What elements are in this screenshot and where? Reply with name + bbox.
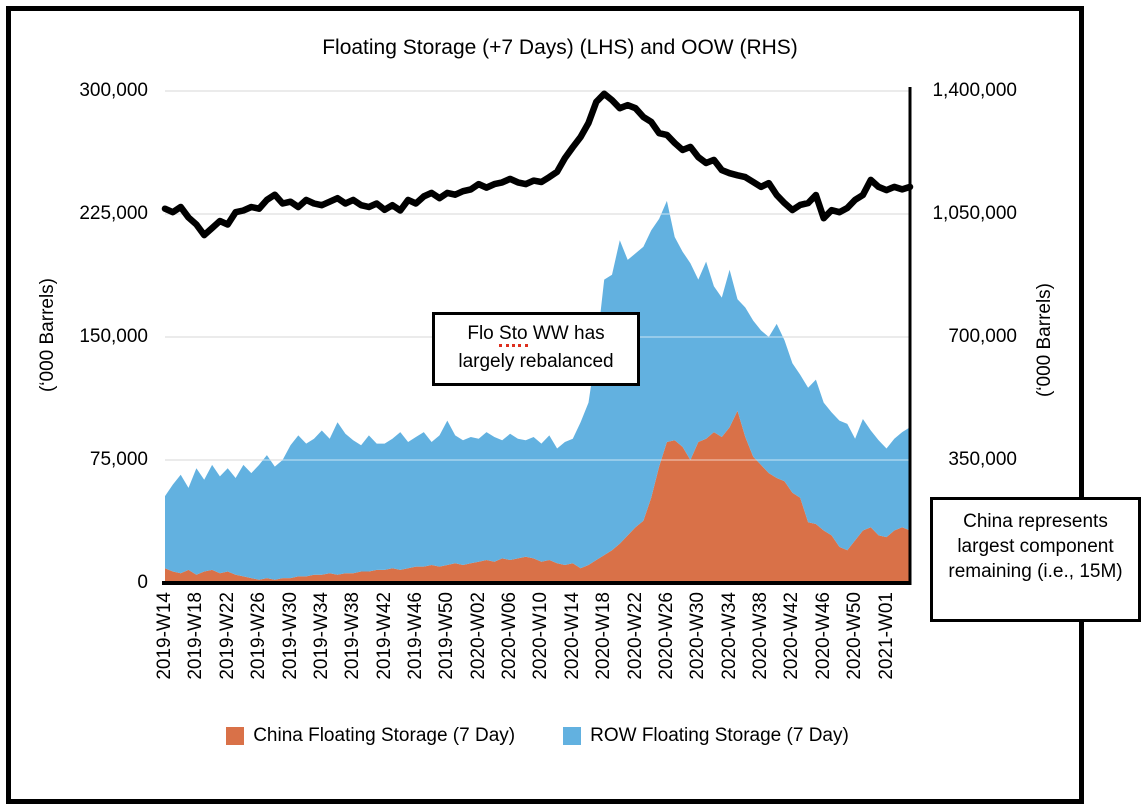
x-axis-tick: 2020-W06 — [499, 592, 521, 680]
y-axis-left-tick: 0 — [137, 572, 148, 593]
annotation-flo-sto-line2: largely rebalanced — [458, 351, 614, 372]
chart-legend: China Floating Storage (7 Day) ROW Floati… — [165, 725, 910, 747]
chart-title: Floating Storage (+7 Days) (LHS) and OOW… — [322, 36, 798, 59]
x-axis-tick: 2020-W46 — [812, 592, 834, 680]
x-axis-tick: 2020-W14 — [561, 592, 583, 680]
x-axis-tick: 2019-W50 — [436, 592, 458, 680]
legend-label: China Floating Storage (7 Day) — [253, 725, 516, 746]
x-axis-tick: 2019-W42 — [373, 592, 395, 680]
x-axis-tick: 2019-W38 — [342, 592, 364, 680]
legend-item: China Floating Storage (7 Day) — [226, 725, 515, 747]
x-axis-tick: 2020-W10 — [530, 592, 552, 680]
x-axis-tick: 2020-W42 — [781, 592, 803, 680]
y-axis-right-tick: 1,400,000 — [932, 80, 1017, 101]
x-axis-tick: 2019-W46 — [404, 592, 426, 680]
oow-line-series — [161, 90, 914, 239]
x-axis-tick: 2019-W22 — [216, 592, 238, 680]
legend-label: ROW Floating Storage (7 Day) — [590, 725, 849, 746]
spellcheck-underline: Sto — [499, 323, 528, 347]
x-axis-tick: 2019-W18 — [185, 592, 207, 680]
annotation-china-note: China represents largest component remai… — [930, 497, 1141, 622]
y-axis-left-tick: 225,000 — [79, 203, 148, 224]
x-axis-tick: 2020-W02 — [467, 592, 489, 680]
row-area-series — [165, 200, 910, 580]
x-axis-tick: 2019-W34 — [310, 592, 332, 680]
legend-swatch — [226, 727, 245, 745]
china-area-series — [165, 410, 910, 583]
x-axis-tick: 2020-W34 — [718, 592, 740, 680]
x-axis-tick: 2019-W30 — [279, 592, 301, 680]
x-axis-tick: 2020-W22 — [624, 592, 646, 680]
outer-frame — [6, 6, 1084, 804]
y-axis-left-tick: 300,000 — [79, 80, 148, 101]
x-axis-tick: 2020-W38 — [750, 592, 771, 680]
annotation-flo-sto: Flo Sto WW has largely rebalanced — [432, 312, 640, 386]
y-axis-left-tick: 75,000 — [89, 449, 148, 470]
y-axis-right-tick: 700,000 — [948, 326, 1017, 347]
x-axis-tick: 2020-W18 — [593, 592, 615, 680]
right-axis-title: (‘000 Barrels) — [1034, 282, 1055, 398]
y-axis-left-tick: 150,000 — [79, 326, 148, 347]
x-axis-tick: 2019-W14 — [154, 592, 175, 680]
x-axis-tick: 2020-W50 — [844, 592, 866, 680]
annotation-flo-sto-text: Flo Sto WW has — [467, 323, 605, 347]
legend-item: ROW Floating Storage (7 Day) — [563, 725, 849, 747]
y-axis-right-tick: 350,000 — [948, 449, 1017, 470]
legend-swatch — [563, 727, 582, 745]
y-axis-right-tick: 1,050,000 — [932, 203, 1017, 224]
x-axis-tick: 2021-W01 — [875, 592, 897, 680]
x-axis-tick: 2019-W26 — [248, 592, 270, 680]
x-axis-tick: 2020-W26 — [655, 592, 677, 680]
x-axis-tick: 2020-W30 — [687, 592, 709, 680]
